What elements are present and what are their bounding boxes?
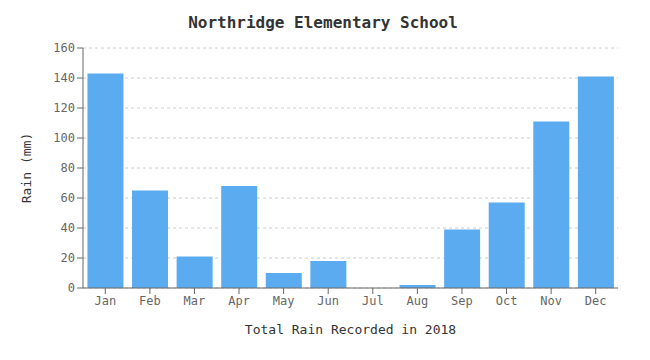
svg-text:Oct: Oct <box>496 294 518 308</box>
svg-text:100: 100 <box>53 131 75 145</box>
html-text:Northridge Elementary School: Northridge Elementary School <box>188 13 458 32</box>
svg-text:60: 60 <box>61 191 75 205</box>
svg-text:Mar: Mar <box>184 294 206 308</box>
svg-text:Apr: Apr <box>228 294 250 308</box>
svg-text:Rain (mm): Rain (mm) <box>19 133 34 203</box>
svg-text:80: 80 <box>61 161 75 175</box>
svg-text:Jul: Jul <box>362 294 384 308</box>
svg-text:Jun: Jun <box>317 294 339 308</box>
svg-text:140: 140 <box>53 71 75 85</box>
svg-text:Jan: Jan <box>94 294 116 308</box>
svg-text:Aug: Aug <box>407 294 429 308</box>
svg-text:Feb: Feb <box>139 294 161 308</box>
svg-text:0: 0 <box>68 281 75 295</box>
svg-text:Sep: Sep <box>451 294 473 308</box>
svg-text:Dec: Dec <box>585 294 607 308</box>
svg-text:May: May <box>273 294 295 308</box>
svg-text:Nov: Nov <box>540 294 562 308</box>
svg-text:40: 40 <box>61 221 75 235</box>
svg-text:120: 120 <box>53 101 75 115</box>
svg-text:20: 20 <box>61 251 75 265</box>
svg-text:Total Rain Recorded in 2018: Total Rain Recorded in 2018 <box>245 322 456 337</box>
svg-text:160: 160 <box>53 41 75 55</box>
